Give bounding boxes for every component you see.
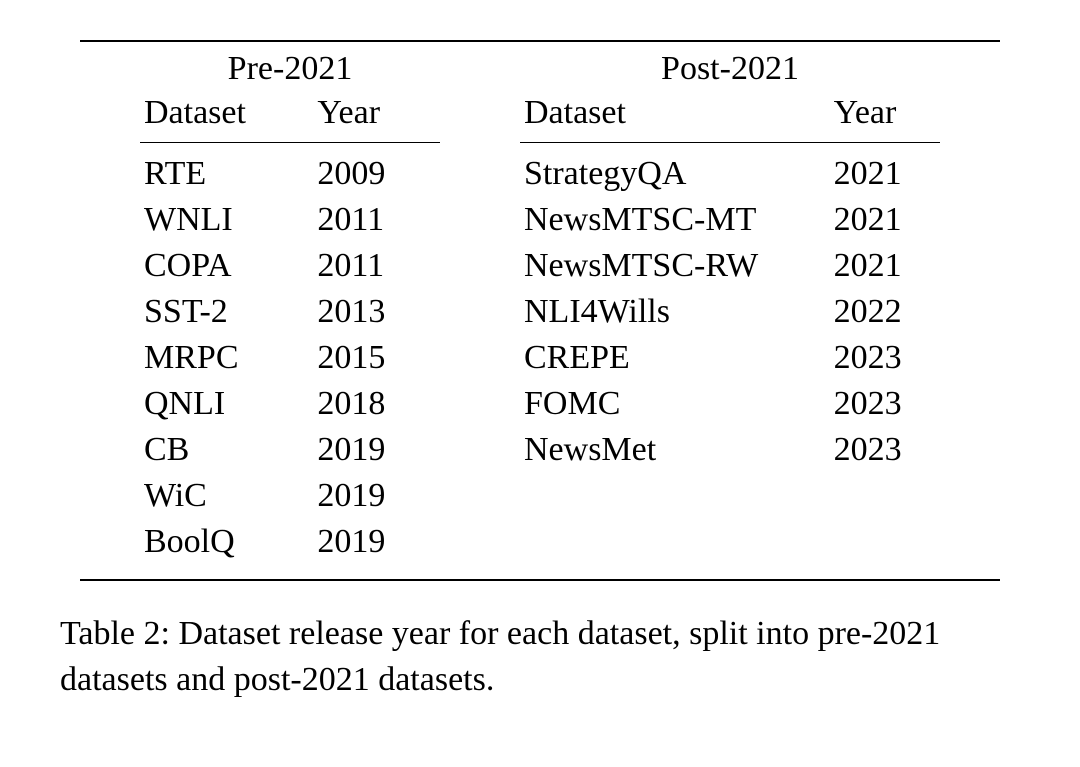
cell-dataset: StrategyQA	[520, 143, 830, 198]
table-row: RTE2009	[140, 143, 440, 198]
sub-table-post-2021: Post-2021 Dataset Year StrategyQA2021New…	[520, 42, 940, 579]
cell-dataset: BoolQ	[140, 519, 313, 565]
cell-dataset: NLI4Wills	[520, 289, 830, 335]
cell-year: 2021	[830, 197, 940, 243]
table-row: MRPC2015	[140, 335, 440, 381]
cell-year: 2023	[830, 381, 940, 427]
cell-year: 2011	[313, 243, 440, 289]
cell-dataset: NewsMet	[520, 427, 830, 473]
table-body-pre-2021: RTE2009WNLI2011COPA2011SST-22013MRPC2015…	[140, 143, 440, 566]
cell-dataset: CREPE	[520, 335, 830, 381]
table-row: NewsMet2023	[520, 427, 940, 473]
cell-year: 2019	[313, 519, 440, 565]
table-post-2021: Dataset Year StrategyQA2021NewsMTSC-MT20…	[520, 90, 940, 473]
table-row: BoolQ2019	[140, 519, 440, 565]
cell-dataset: CB	[140, 427, 313, 473]
table-row: StrategyQA2021	[520, 143, 940, 198]
cell-year: 2011	[313, 197, 440, 243]
table-container: Pre-2021 Dataset Year RTE2009WNLI2011COP…	[80, 40, 1000, 581]
cell-dataset: COPA	[140, 243, 313, 289]
cell-dataset: SST-2	[140, 289, 313, 335]
sub-table-pre-2021: Pre-2021 Dataset Year RTE2009WNLI2011COP…	[140, 42, 440, 579]
header-dataset: Dataset	[140, 90, 313, 143]
cell-year: 2022	[830, 289, 940, 335]
table-row: CB2019	[140, 427, 440, 473]
cell-year: 2021	[830, 243, 940, 289]
table-row: WiC2019	[140, 473, 440, 519]
cell-year: 2019	[313, 427, 440, 473]
table-row: WNLI2011	[140, 197, 440, 243]
cell-year: 2023	[830, 335, 940, 381]
table-row: COPA2011	[140, 243, 440, 289]
header-year: Year	[313, 90, 440, 143]
cell-year: 2021	[830, 143, 940, 198]
table-row: NewsMTSC-RW2021	[520, 243, 940, 289]
cell-year: 2019	[313, 473, 440, 519]
table-row: QNLI2018	[140, 381, 440, 427]
cell-year: 2018	[313, 381, 440, 427]
cell-dataset: NewsMTSC-MT	[520, 197, 830, 243]
table-header-row: Dataset Year	[140, 90, 440, 143]
table-row: NewsMTSC-MT2021	[520, 197, 940, 243]
cell-year: 2009	[313, 143, 440, 198]
table-pre-2021: Dataset Year RTE2009WNLI2011COPA2011SST-…	[140, 90, 440, 565]
cell-year: 2015	[313, 335, 440, 381]
cell-dataset: WiC	[140, 473, 313, 519]
table-row: FOMC2023	[520, 381, 940, 427]
table-body-post-2021: StrategyQA2021NewsMTSC-MT2021NewsMTSC-RW…	[520, 143, 940, 474]
cell-year: 2013	[313, 289, 440, 335]
cell-dataset: WNLI	[140, 197, 313, 243]
table-row: NLI4Wills2022	[520, 289, 940, 335]
cell-dataset: QNLI	[140, 381, 313, 427]
cell-dataset: NewsMTSC-RW	[520, 243, 830, 289]
table-caption: Table 2: Dataset release year for each d…	[60, 611, 1020, 703]
table-row: SST-22013	[140, 289, 440, 335]
header-year: Year	[830, 90, 940, 143]
header-dataset: Dataset	[520, 90, 830, 143]
cell-dataset: FOMC	[520, 381, 830, 427]
cell-dataset: RTE	[140, 143, 313, 198]
table-header-row: Dataset Year	[520, 90, 940, 143]
cell-dataset: MRPC	[140, 335, 313, 381]
group-title-pre-2021: Pre-2021	[140, 50, 440, 90]
cell-year: 2023	[830, 427, 940, 473]
table-row: CREPE2023	[520, 335, 940, 381]
group-title-post-2021: Post-2021	[520, 50, 940, 90]
